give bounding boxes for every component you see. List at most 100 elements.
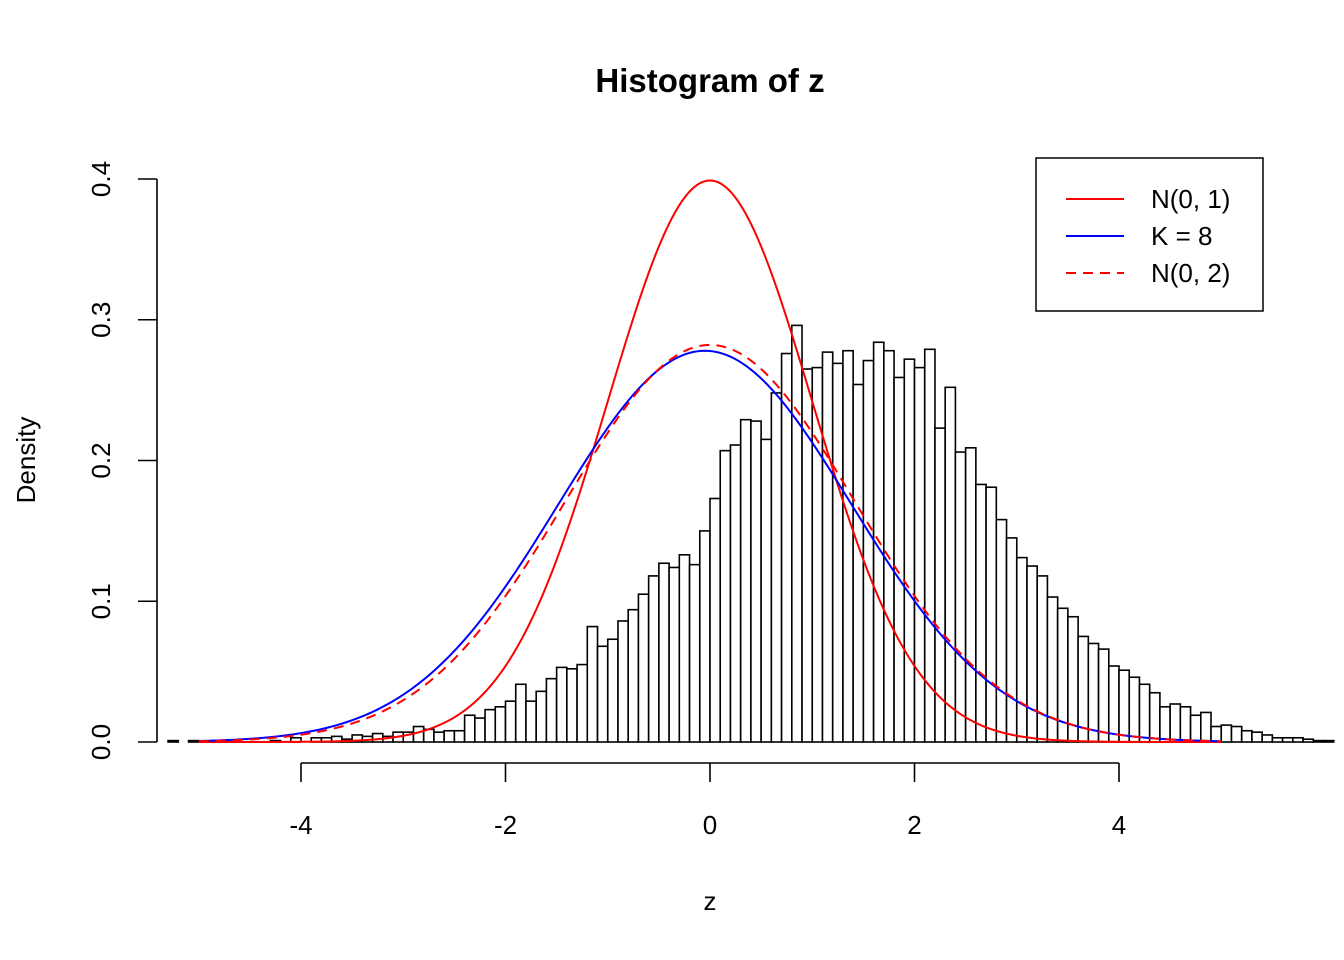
histogram-bar bbox=[954, 451, 967, 743]
histogram-bar bbox=[1026, 565, 1038, 743]
histogram-bar bbox=[1292, 736, 1304, 743]
histogram-bar bbox=[985, 486, 998, 743]
histogram-bar bbox=[831, 362, 844, 743]
histogram-bar bbox=[484, 708, 497, 743]
histogram-bar bbox=[1271, 736, 1284, 743]
legend: N(0, 1) K = 8 N(0, 2) bbox=[1035, 157, 1264, 312]
histogram-bar bbox=[1251, 731, 1263, 743]
histogram-bar bbox=[1261, 734, 1274, 743]
histogram-bar bbox=[1179, 706, 1192, 743]
histogram-bar bbox=[1230, 725, 1243, 743]
histogram-bar bbox=[1159, 706, 1171, 743]
histogram-bar bbox=[596, 645, 609, 743]
histogram-bar bbox=[1148, 691, 1161, 743]
histogram-bar bbox=[167, 739, 180, 743]
histogram-bar bbox=[750, 420, 762, 743]
histogram-bar bbox=[1312, 739, 1325, 743]
legend-label: N(0, 2) bbox=[1151, 258, 1230, 288]
histogram-bar bbox=[770, 392, 783, 743]
histogram-bar bbox=[658, 562, 670, 743]
histogram-bar bbox=[1107, 665, 1120, 743]
legend-label: N(0, 1) bbox=[1151, 184, 1230, 214]
histogram-bar bbox=[617, 620, 629, 743]
histogram-bar bbox=[668, 566, 681, 743]
histogram-bar bbox=[1138, 683, 1151, 743]
density-curve bbox=[198, 343, 1222, 743]
x-tick-label: 0 bbox=[703, 810, 717, 840]
histogram-bar bbox=[433, 731, 445, 743]
histogram-bar bbox=[535, 690, 548, 743]
histogram-bar bbox=[760, 438, 773, 743]
histogram-bars bbox=[167, 324, 1335, 743]
histogram-bar bbox=[1128, 676, 1141, 743]
histogram-bar bbox=[852, 383, 865, 743]
histogram-bar bbox=[709, 497, 722, 743]
y-tick-label: 0.4 bbox=[86, 161, 116, 197]
histogram-bar bbox=[964, 447, 977, 743]
histogram-bar bbox=[975, 483, 987, 743]
density-curve bbox=[198, 179, 1222, 743]
histogram-bar bbox=[627, 608, 640, 743]
histogram-bar bbox=[1036, 575, 1049, 743]
histogram-bar bbox=[1210, 725, 1223, 743]
y-axis-label: Density bbox=[11, 417, 41, 504]
histogram-bar bbox=[883, 349, 895, 743]
histogram-bar bbox=[913, 366, 926, 743]
histogram-bar bbox=[821, 351, 834, 743]
y-axis: 0.0 0.1 0.2 0.3 0.4 bbox=[86, 161, 158, 760]
y-tick-label: 0.1 bbox=[86, 583, 116, 619]
histogram-bar bbox=[995, 518, 1008, 743]
histogram-bar bbox=[862, 359, 875, 743]
histogram-bar bbox=[1220, 724, 1233, 743]
histogram-bar bbox=[1169, 703, 1182, 743]
x-tick-label: -4 bbox=[289, 810, 312, 840]
histogram-bar bbox=[1240, 729, 1253, 743]
histogram-bar bbox=[566, 668, 578, 743]
x-tick-label: 4 bbox=[1112, 810, 1126, 840]
histogram-bar bbox=[637, 593, 650, 743]
y-tick-label: 0.2 bbox=[86, 442, 116, 478]
y-tick-label: 0.3 bbox=[86, 302, 116, 338]
histogram-bar bbox=[698, 530, 711, 743]
histogram-bar bbox=[187, 739, 200, 743]
x-tick-label: 2 bbox=[907, 810, 921, 840]
histogram-bar bbox=[811, 366, 824, 743]
histogram-bar bbox=[1005, 537, 1018, 743]
histogram-bar bbox=[944, 386, 957, 743]
histogram-bar bbox=[729, 444, 742, 743]
histogram-bar bbox=[504, 700, 517, 743]
histogram-bar bbox=[1200, 711, 1212, 743]
histogram-bar bbox=[586, 625, 599, 743]
legend-box bbox=[1035, 157, 1264, 312]
histogram-bar bbox=[688, 563, 701, 743]
histogram-bar bbox=[790, 324, 803, 743]
legend-label: K = 8 bbox=[1151, 221, 1212, 251]
histogram-bar bbox=[903, 358, 916, 743]
histogram-bar bbox=[514, 683, 527, 743]
density-curves bbox=[198, 179, 1222, 743]
x-axis-label: z bbox=[704, 886, 717, 916]
histogram-bar bbox=[576, 663, 589, 743]
histogram-bar bbox=[842, 349, 854, 743]
histogram-bar bbox=[525, 700, 537, 743]
x-tick-label: -2 bbox=[494, 810, 517, 840]
histogram-bar bbox=[555, 666, 568, 743]
histogram-bar bbox=[1302, 738, 1315, 743]
histogram-bar bbox=[443, 729, 456, 743]
chart-title: Histogram of z bbox=[595, 62, 824, 99]
histogram-bar bbox=[545, 677, 558, 743]
histogram-bar bbox=[463, 714, 476, 743]
histogram-bar bbox=[453, 729, 466, 743]
histogram-bar bbox=[371, 732, 384, 743]
histogram-bar bbox=[1118, 669, 1131, 743]
histogram-bar bbox=[647, 575, 660, 743]
histogram-bar bbox=[893, 376, 906, 743]
histogram-bar bbox=[474, 717, 486, 743]
histogram-bar bbox=[606, 638, 619, 743]
histogram-bar bbox=[1189, 714, 1202, 743]
histogram-bar bbox=[678, 553, 691, 743]
histogram-bar bbox=[1015, 556, 1028, 743]
histogram-bar bbox=[739, 418, 752, 743]
histogram-bar bbox=[1281, 736, 1294, 743]
